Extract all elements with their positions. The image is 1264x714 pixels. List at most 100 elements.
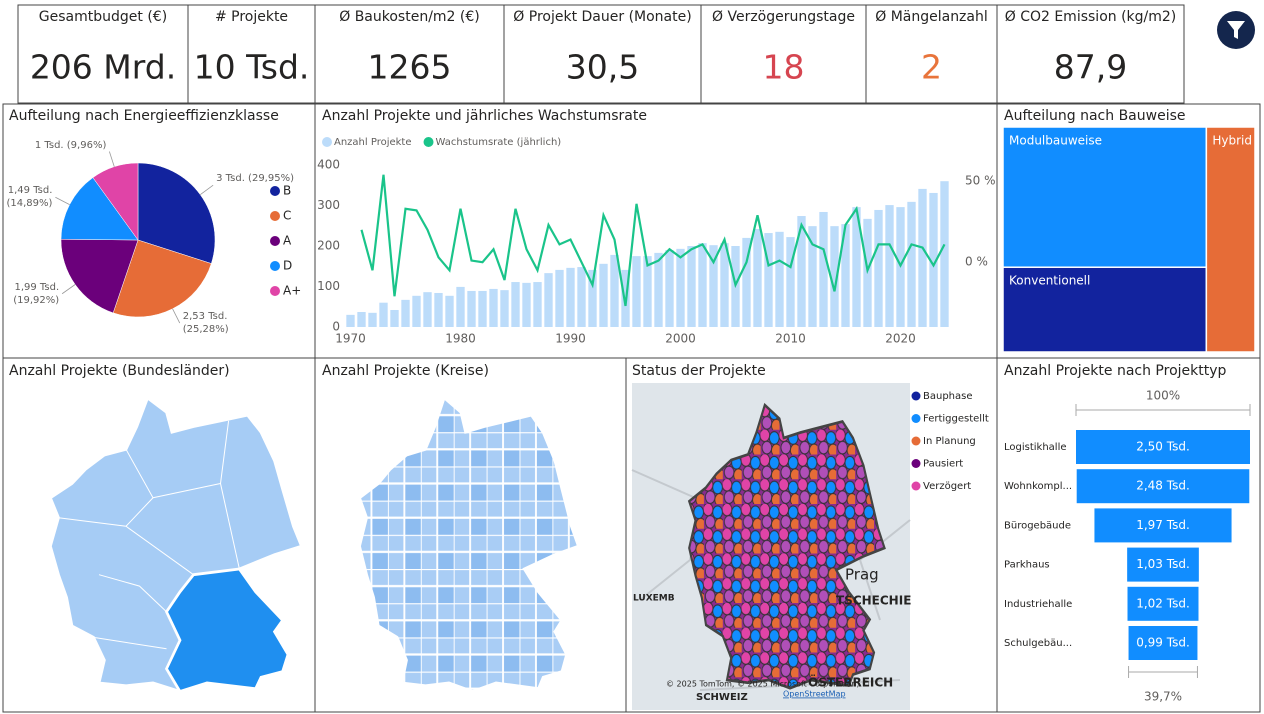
y2-tick-label: 50 % [965, 174, 996, 188]
bar [588, 269, 597, 327]
leader-line [172, 308, 181, 324]
legend-marker [911, 391, 921, 401]
funnel-bar [1076, 469, 1250, 504]
legend-marker [270, 211, 280, 221]
treemap-tile [1002, 126, 1208, 268]
map-place: TSCHECHIE [836, 594, 911, 608]
legend-marker [322, 137, 332, 147]
y-tick-label: 400 [317, 158, 340, 172]
y2-tick-label: 0 % [965, 255, 988, 269]
legend-label: Fertiggestellt [923, 414, 989, 425]
legend-label: D [283, 259, 292, 273]
bar [698, 243, 707, 327]
map-place: ÖSTERREICH [808, 675, 893, 690]
kpi-label: Ø Baukosten/m2 (€) [339, 9, 480, 25]
x-tick-label: 2010 [775, 332, 806, 346]
kpi-label: Ø Projekt Dauer (Monate) [513, 9, 691, 25]
map-place: SCHWEIZ [696, 692, 748, 703]
bar [577, 267, 586, 327]
bar [786, 237, 795, 327]
bar [742, 237, 751, 327]
kpi-value: 206 Mrd. [30, 48, 176, 87]
pie-data-label: 3 Tsd. (29,95%) [216, 173, 294, 185]
legend-marker [270, 236, 280, 246]
bar [445, 295, 454, 327]
map-title: Status der Projekte [632, 363, 766, 379]
bar [709, 245, 718, 327]
bar [687, 246, 696, 327]
funnel-bar [1128, 626, 1198, 660]
y-tick-label: 100 [317, 279, 340, 293]
bar [841, 224, 850, 327]
bar [676, 248, 685, 327]
bar [720, 243, 729, 327]
funnel-bar [1127, 586, 1199, 621]
bar [610, 254, 619, 327]
bottom-percent: 39,7% [1144, 690, 1182, 704]
kpi-value: 18 [763, 48, 805, 87]
bar [764, 233, 773, 327]
kpi-value: 10 Tsd. [194, 48, 310, 87]
bar [390, 309, 399, 327]
treemap-label: Konventionell [1009, 274, 1090, 288]
bar [819, 211, 828, 327]
bar [775, 231, 784, 327]
x-tick-label: 2000 [665, 332, 696, 346]
bar [357, 312, 366, 327]
chart-title: Aufteilung nach Bauweise [1004, 108, 1186, 124]
kpi-label: Gesamtbudget (€) [39, 9, 167, 25]
bar [753, 228, 762, 327]
legend-label: Bauphase [923, 391, 973, 402]
funnel-category: Logistikhalle [1004, 442, 1067, 453]
bar [412, 295, 421, 327]
kpi-value: 1265 [368, 48, 452, 87]
filter-button[interactable] [1217, 11, 1255, 49]
panel-borders [2, 4, 1261, 713]
legend-marker [423, 137, 434, 147]
legend-label: Pausiert [923, 459, 963, 470]
bar [533, 282, 542, 327]
funnel-value-label: 2,50 Tsd. [1136, 440, 1190, 454]
bar [555, 269, 564, 327]
funnel-category: Parkhaus [1004, 560, 1050, 571]
legend-label: Wachstumsrate (jährlich) [436, 137, 562, 148]
treemap-label: Hybrid [1212, 134, 1252, 148]
bar [368, 312, 377, 327]
chart-title: Anzahl Projekte und jährliches Wachstums… [322, 108, 647, 124]
map-kreise [358, 396, 580, 693]
bar [907, 201, 916, 327]
legend-marker [911, 414, 921, 423]
line [360, 174, 946, 307]
funnel-value-label: 1,97 Tsd. [1136, 518, 1190, 532]
funnel-category: Wohnkompl... [1004, 481, 1072, 492]
bar [423, 292, 432, 327]
kpi-value: 87,9 [1054, 48, 1127, 87]
funnel-category: Industriehalle [1004, 599, 1072, 610]
map-place: LUXEMB [633, 594, 675, 604]
legend-marker [270, 186, 280, 196]
kpi-label: Ø Verzögerungstage [712, 9, 855, 25]
legend-label: B [283, 184, 291, 198]
y-tick-label: 200 [317, 239, 340, 253]
bar [566, 267, 575, 327]
x-tick-label: 1990 [555, 332, 586, 346]
funnel-value-label: 1,02 Tsd. [1136, 596, 1190, 610]
bar [808, 226, 817, 327]
kpi-value: 2 [921, 48, 942, 87]
map-attribution: © 2025 TomTom, © 2025 Microsoft Corporat… [666, 680, 870, 689]
x-tick-label: 1980 [445, 332, 476, 346]
bar [544, 273, 553, 327]
kpi-label: Ø Mängelanzahl [875, 9, 988, 25]
treemap-tile [1205, 126, 1256, 353]
chart-title: Anzahl Projekte nach Projekttyp [1004, 363, 1227, 379]
bar [665, 250, 674, 327]
pie-data-label: 1,49 Tsd. (14,89%) [6, 185, 53, 210]
map-attribution-link[interactable]: OpenStreetMap [783, 690, 846, 699]
kpi-label: # Projekte [215, 9, 288, 25]
bar [522, 282, 531, 327]
map-title: Anzahl Projekte (Bundesländer) [9, 363, 230, 379]
map-title: Anzahl Projekte (Kreise) [322, 363, 489, 379]
legend-marker [911, 436, 921, 446]
bar [797, 216, 806, 327]
bar [489, 288, 498, 327]
